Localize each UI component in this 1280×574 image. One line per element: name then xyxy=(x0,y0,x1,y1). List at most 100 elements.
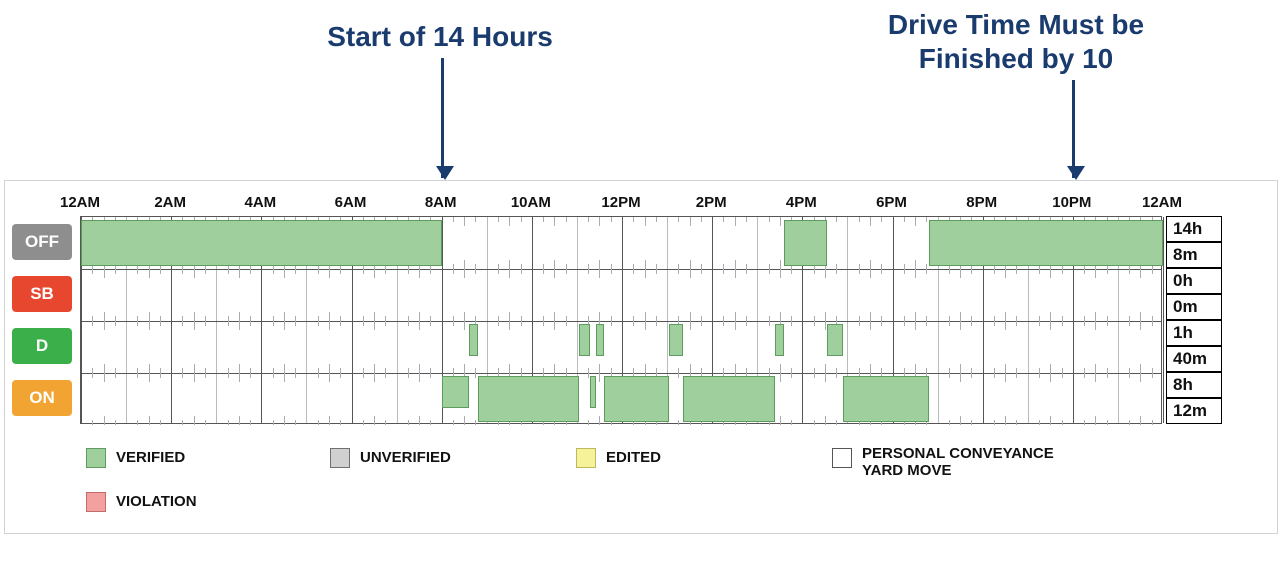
quarter-tick xyxy=(915,217,916,226)
legend-swatch xyxy=(86,492,106,512)
quarter-tick xyxy=(543,269,544,274)
quarter-tick xyxy=(543,321,544,326)
quarter-tick xyxy=(769,217,770,222)
quarter-tick xyxy=(1129,373,1130,378)
quarter-tick xyxy=(735,217,736,226)
duty-block-on xyxy=(478,376,579,422)
quarter-tick xyxy=(1005,269,1006,278)
quarter-tick xyxy=(464,364,465,373)
quarter-tick xyxy=(464,321,465,330)
quarter-tick xyxy=(295,420,296,425)
quarter-tick xyxy=(870,260,871,269)
quarter-tick xyxy=(1152,420,1153,425)
quarter-tick xyxy=(678,217,679,222)
quarter-tick xyxy=(746,269,747,274)
quarter-tick xyxy=(408,321,409,326)
quarter-tick xyxy=(1016,321,1017,326)
quarter-tick xyxy=(149,269,150,278)
quarter-tick xyxy=(149,416,150,425)
quarter-tick xyxy=(825,269,826,278)
quarter-tick xyxy=(419,364,420,373)
quarter-tick xyxy=(656,321,657,326)
legend-label: VIOLATION xyxy=(116,493,197,510)
quarter-tick xyxy=(825,321,826,330)
row-separator xyxy=(81,321,1161,322)
quarter-tick xyxy=(994,269,995,274)
quarter-tick xyxy=(780,312,781,321)
quarter-tick xyxy=(340,373,341,378)
quarter-tick xyxy=(1107,321,1108,326)
quarter-tick xyxy=(374,312,375,321)
quarter-tick xyxy=(1095,312,1096,321)
quarter-tick xyxy=(825,312,826,321)
quarter-tick xyxy=(566,321,567,326)
quarter-tick xyxy=(1107,269,1108,274)
duty-block-d xyxy=(775,324,784,356)
quarter-tick xyxy=(1050,416,1051,425)
quarter-tick xyxy=(250,269,251,274)
quarter-tick xyxy=(273,269,274,274)
quarter-tick xyxy=(915,260,916,269)
quarter-tick xyxy=(498,321,499,326)
quarter-tick xyxy=(1050,269,1051,278)
quarter-tick xyxy=(295,321,296,326)
quarter-tick xyxy=(791,420,792,425)
quarter-tick xyxy=(690,260,691,269)
quarter-tick xyxy=(543,217,544,222)
legend-swatch xyxy=(330,448,350,468)
quarter-tick xyxy=(1140,416,1141,425)
quarter-tick xyxy=(723,269,724,274)
quarter-tick xyxy=(149,373,150,382)
quarter-tick xyxy=(904,321,905,326)
quarter-tick xyxy=(239,373,240,382)
quarter-tick xyxy=(836,373,837,378)
quarter-tick xyxy=(870,312,871,321)
legend-swatch xyxy=(832,448,852,468)
quarter-tick xyxy=(814,269,815,274)
quarter-tick xyxy=(690,312,691,321)
quarter-tick xyxy=(160,420,161,425)
quarter-tick xyxy=(104,373,105,382)
quarter-tick xyxy=(498,269,499,274)
quarter-tick xyxy=(926,269,927,274)
quarter-tick xyxy=(273,420,274,425)
quarter-tick xyxy=(1005,373,1006,382)
quarter-tick xyxy=(104,269,105,278)
quarter-tick xyxy=(115,420,116,425)
quarter-tick xyxy=(1005,321,1006,330)
chart-grid xyxy=(80,216,1162,424)
quarter-tick xyxy=(870,269,871,278)
quarter-tick xyxy=(115,269,116,274)
duty-block-on xyxy=(604,376,669,422)
hour-label: 6PM xyxy=(876,194,907,211)
quarter-tick xyxy=(1140,269,1141,278)
quarter-tick xyxy=(645,364,646,373)
duty-block-d xyxy=(469,324,478,356)
quarter-tick xyxy=(971,269,972,274)
quarter-tick xyxy=(92,269,93,274)
quarter-tick xyxy=(498,217,499,222)
quarter-tick xyxy=(374,364,375,373)
quarter-tick xyxy=(284,269,285,278)
duty-row-label-sb: SB xyxy=(12,276,72,312)
quarter-tick xyxy=(1140,373,1141,382)
quarter-tick xyxy=(160,321,161,326)
quarter-tick xyxy=(1050,373,1051,382)
legend-label: UNVERIFIED xyxy=(360,449,451,466)
hour-label: 12AM xyxy=(1142,194,1182,211)
quarter-tick xyxy=(554,269,555,278)
quarter-tick xyxy=(1039,420,1040,425)
quarter-tick xyxy=(1062,373,1063,378)
duty-block-off xyxy=(784,220,827,266)
quarter-tick xyxy=(1095,269,1096,278)
quarter-tick xyxy=(633,269,634,274)
quarter-tick xyxy=(960,416,961,425)
quarter-tick xyxy=(284,373,285,382)
quarter-tick xyxy=(1062,321,1063,326)
quarter-tick xyxy=(645,312,646,321)
quarter-tick xyxy=(475,269,476,274)
quarter-tick xyxy=(825,373,826,382)
quarter-tick xyxy=(1152,269,1153,274)
quarter-tick xyxy=(633,321,634,326)
quarter-tick xyxy=(1107,420,1108,425)
